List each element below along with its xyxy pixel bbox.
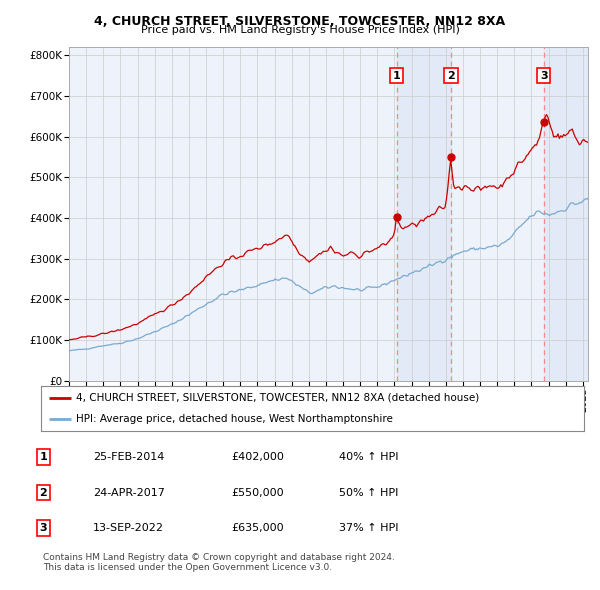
Text: 24-APR-2017: 24-APR-2017 bbox=[93, 488, 165, 497]
Text: 4, CHURCH STREET, SILVERSTONE, TOWCESTER, NN12 8XA: 4, CHURCH STREET, SILVERSTONE, TOWCESTER… bbox=[94, 15, 506, 28]
Text: HPI: Average price, detached house, West Northamptonshire: HPI: Average price, detached house, West… bbox=[76, 414, 393, 424]
Text: 50% ↑ HPI: 50% ↑ HPI bbox=[339, 488, 398, 497]
Text: 25-FEB-2014: 25-FEB-2014 bbox=[93, 453, 164, 462]
Text: 4, CHURCH STREET, SILVERSTONE, TOWCESTER, NN12 8XA (detached house): 4, CHURCH STREET, SILVERSTONE, TOWCESTER… bbox=[76, 393, 479, 403]
Text: 2: 2 bbox=[447, 71, 455, 81]
Text: 3: 3 bbox=[540, 71, 547, 81]
Text: 2: 2 bbox=[40, 488, 47, 497]
Text: £635,000: £635,000 bbox=[231, 523, 284, 533]
Text: 13-SEP-2022: 13-SEP-2022 bbox=[93, 523, 164, 533]
Text: Price paid vs. HM Land Registry's House Price Index (HPI): Price paid vs. HM Land Registry's House … bbox=[140, 25, 460, 35]
Text: 3: 3 bbox=[40, 523, 47, 533]
Bar bbox=[397, 47, 451, 381]
Text: This data is licensed under the Open Government Licence v3.0.: This data is licensed under the Open Gov… bbox=[43, 563, 332, 572]
Text: £550,000: £550,000 bbox=[231, 488, 284, 497]
Text: 1: 1 bbox=[392, 71, 400, 81]
Text: 40% ↑ HPI: 40% ↑ HPI bbox=[339, 453, 398, 462]
Text: Contains HM Land Registry data © Crown copyright and database right 2024.: Contains HM Land Registry data © Crown c… bbox=[43, 553, 395, 562]
Bar bbox=[544, 47, 588, 381]
Text: 37% ↑ HPI: 37% ↑ HPI bbox=[339, 523, 398, 533]
Text: 1: 1 bbox=[40, 453, 47, 462]
Text: £402,000: £402,000 bbox=[231, 453, 284, 462]
